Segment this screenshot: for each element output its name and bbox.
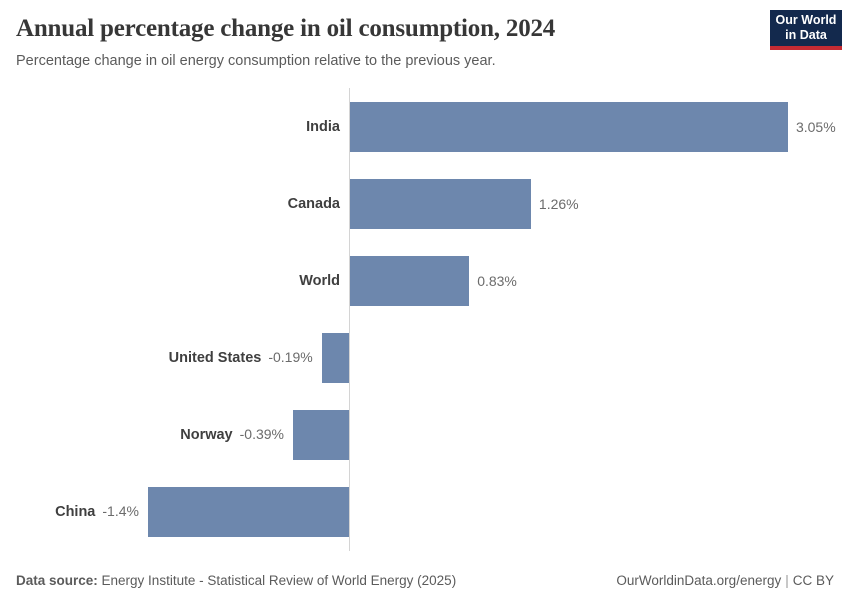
chart-header: Annual percentage change in oil consumpt… xyxy=(16,14,750,69)
chart-subtitle: Percentage change in oil energy consumpt… xyxy=(16,53,496,69)
category-label: United States xyxy=(168,350,262,367)
bar-india xyxy=(350,101,788,152)
footer-license: CC BY xyxy=(792,573,834,588)
owid-logo: Our World in Data xyxy=(770,10,842,50)
category-label: China xyxy=(55,504,96,521)
data-source-value: Energy Institute - Statistical Review of… xyxy=(97,573,457,588)
bar-world xyxy=(350,255,470,306)
data-source-label: Data source: xyxy=(16,573,98,588)
value-label: -1.4% xyxy=(102,503,139,520)
y-axis-line xyxy=(349,88,350,551)
owid-logo-line1: Our World xyxy=(775,13,837,27)
category-label: Norway xyxy=(180,427,233,444)
value-label: 3.05% xyxy=(795,118,836,135)
footer-separator: | xyxy=(785,573,789,588)
bar-row: Canada 1.26% xyxy=(16,165,834,242)
bar-row: India 3.05% xyxy=(16,88,836,165)
bar-row: United States -0.19% xyxy=(16,320,834,397)
data-source: Data source: Energy Institute - Statisti… xyxy=(16,573,456,588)
bar-row: China -1.4% xyxy=(16,474,834,551)
bar-row: World 0.83% xyxy=(16,242,834,319)
bar-canada xyxy=(350,178,531,229)
bar-united-states xyxy=(321,333,349,384)
bar-chart: India 3.05% Canada 1.26% World 0.83% United St… xyxy=(16,88,836,551)
chart-rows: India 3.05% Canada 1.26% World 0.83% United St… xyxy=(16,88,836,551)
owid-logo-line2: in Data xyxy=(785,28,827,42)
value-label: -0.39% xyxy=(239,426,284,443)
category-and-value-label: Norway -0.39% xyxy=(16,426,284,444)
footer-right: OurWorldinData.org/energy | CC BY xyxy=(616,573,834,588)
value-label: -0.19% xyxy=(268,349,313,366)
value-label: 0.83% xyxy=(477,272,517,289)
category-and-value-label: United States -0.19% xyxy=(16,349,313,367)
page-title: Annual percentage change in oil consumpt… xyxy=(16,15,556,42)
category-label: India xyxy=(306,118,340,135)
footer-url: OurWorldinData.org/energy xyxy=(616,573,782,588)
value-label: 1.26% xyxy=(538,195,579,212)
category-and-value-label: China -1.4% xyxy=(16,503,139,521)
chart-footer: Data source: Energy Institute - Statisti… xyxy=(16,573,834,588)
bar-norway xyxy=(292,410,349,461)
bar-china xyxy=(147,487,349,538)
category-label: Canada xyxy=(287,195,340,212)
bar-row: Norway -0.39% xyxy=(16,397,834,474)
category-label: World xyxy=(299,272,340,289)
